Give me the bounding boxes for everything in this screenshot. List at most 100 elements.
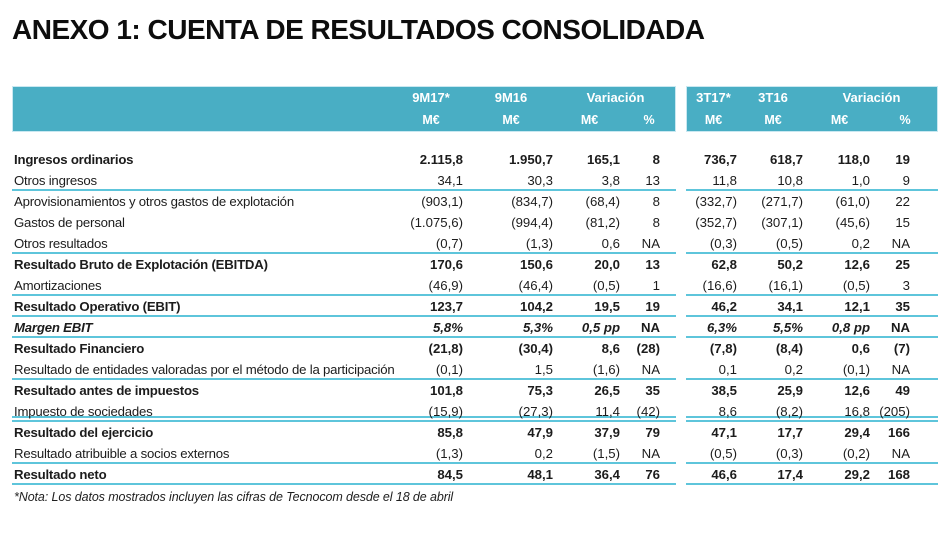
consolidated-income-table: 9M17* 9M16 Variación M€ M€ M€ % 3T17* 3T…: [12, 86, 938, 485]
cell-9m16-me: (834,7): [511, 194, 553, 209]
cell-9m17-me: (1.075,6): [410, 215, 463, 230]
header-group-9m: 9M17* 9M16 Variación M€ M€ M€ %: [12, 86, 676, 132]
cell-3t17-me: (0,5): [686, 443, 740, 464]
cell-3t16-me: (307,1): [761, 215, 803, 230]
cell-9m16-me: 1,5: [467, 359, 557, 380]
cell-3t16-me: 10,8: [740, 170, 806, 191]
cell-3t16-me: 5,5%: [740, 317, 806, 338]
cell-variacion-q-me: 1,0: [806, 170, 873, 191]
cell-variacion-q-pct: NA: [873, 443, 938, 464]
table-row: Resultado Financiero (21,8) (30,4) 8,6 (28) (…: [12, 338, 938, 359]
cell-variacion-me: 26,5: [594, 383, 620, 398]
cell-variacion-pct: NA: [624, 233, 676, 254]
cell-variacion-me: 20,0: [594, 257, 620, 272]
page-title: ANEXO 1: CUENTA DE RESULTADOS CONSOLIDAD…: [12, 14, 705, 45]
cell-3t17-me: 6,3%: [686, 317, 740, 338]
cell-variacion-me: 0,5 pp: [557, 317, 624, 338]
cell-variacion-q-pct: NA: [873, 359, 938, 380]
cell-3t16-me: (271,7): [761, 194, 803, 209]
cell-9m16-me: 1.950,7: [509, 152, 553, 167]
cell-variacion-pct: 35: [645, 383, 660, 398]
cell-3t16-me: 0,2: [740, 359, 806, 380]
header-unit-me-4: M€: [704, 113, 723, 127]
cell-9m17-me: (0,1): [397, 359, 467, 380]
table-row: Resultado atribuible a socios externos (1…: [12, 443, 938, 464]
row-label: Resultado Bruto de Explotación (EBITDA): [14, 257, 268, 272]
cell-variacion-q-me: (0,5): [806, 275, 873, 296]
group-gap: [676, 338, 686, 359]
row-label: Aprovisionamientos y otros gastos de exp…: [14, 194, 294, 209]
cell-variacion-q-pct: 3: [873, 275, 938, 296]
table-row: Ingresos ordinarios 2.115,8 1.950,7 165,1 8 7…: [12, 149, 938, 170]
cell-9m17-me: 101,8: [429, 383, 463, 398]
cell-3t17-me: 736,7: [703, 152, 737, 167]
table-row: Impuesto de sociedades (15,9) (27,3) 11,4 (4…: [12, 401, 938, 422]
cell-9m16-me: 48,1: [467, 464, 557, 485]
row-label: Resultado de entidades valoradas por el …: [12, 359, 397, 380]
cell-9m16-me: 104,2: [467, 296, 557, 317]
group-gap: [676, 191, 686, 212]
cell-3t16-me: (8,4): [775, 341, 803, 356]
cell-3t17-me: 62,8: [711, 257, 737, 272]
cell-variacion-q-me: 0,2: [806, 233, 873, 254]
header-unit-me-1: M€: [422, 113, 440, 127]
group-gap: [676, 464, 686, 485]
cell-variacion-q-me: 118,0: [837, 152, 870, 167]
cell-variacion-q-pct: 25: [895, 257, 910, 272]
header-label-spacer: [13, 87, 396, 109]
cell-3t16-me: 17,4: [740, 464, 806, 485]
cell-variacion-q-pct: 19: [895, 152, 910, 167]
table-row: Aprovisionamientos y otros gastos de exp…: [12, 191, 938, 212]
group-gap: [676, 233, 686, 254]
cell-variacion-pct: 76: [624, 464, 676, 485]
cell-9m16-me: (30,4): [518, 341, 553, 356]
cell-variacion-me: 8,6: [601, 341, 620, 356]
report-page: ANEXO 1: CUENTA DE RESULTADOS CONSOLIDAD…: [0, 14, 949, 537]
table-row: Resultado antes de impuestos 101,8 75,3 26,…: [12, 380, 938, 401]
table-row: Otros ingresos 34,1 30,3 3,8 13 11,8 10,8 1,0 9: [12, 170, 938, 191]
cell-variacion-pct: NA: [624, 359, 676, 380]
cell-variacion-q-me: 12,6: [844, 257, 870, 272]
cell-variacion-q-pct: 15: [895, 215, 910, 230]
cell-variacion-me: 19,5: [557, 296, 624, 317]
header-unit-pct-right: %: [899, 113, 911, 127]
cell-3t16-me: 50,2: [777, 257, 803, 272]
cell-variacion-q-me: (45,6): [835, 215, 870, 230]
cell-variacion-q-me: (0,2): [806, 443, 873, 464]
table-row: Margen EBIT 5,8% 5,3% 0,5 pp NA 6,3% 5,5% 0,8 p…: [12, 317, 938, 338]
cell-3t17-me: (0,3): [686, 233, 740, 254]
cell-variacion-pct: (28): [636, 341, 660, 356]
cell-variacion-pct: 1: [624, 275, 676, 296]
header-unit-me-5: M€: [764, 113, 782, 127]
header-variacion-right: Variación: [842, 90, 901, 105]
group-gap: [676, 422, 686, 443]
header-label-spacer-2: [13, 109, 396, 131]
cell-variacion-q-me: (0,1): [806, 359, 873, 380]
cell-3t17-me: (352,7): [695, 215, 737, 230]
table-row: Gastos de personal (1.075,6) (994,4) (81,2)…: [12, 212, 938, 233]
header-9m16: 9M16: [494, 90, 528, 105]
cell-variacion-pct: 13: [645, 257, 660, 272]
cell-variacion-q-pct: 35: [873, 296, 938, 317]
header-group-gap: [676, 86, 686, 132]
cell-variacion-me: 36,4: [557, 464, 624, 485]
header-unit-pct-left: %: [643, 113, 655, 127]
header-unit-me-3: M€: [580, 113, 599, 127]
table-row: Otros resultados (0,7) (1,3) 0,6 NA (0,3) (0,5…: [12, 233, 938, 254]
footnote: *Nota: Los datos mostrados incluyen las …: [14, 490, 454, 504]
cell-variacion-pct: NA: [624, 443, 676, 464]
cell-variacion-me: (0,5): [557, 275, 624, 296]
cell-3t16-me: 34,1: [740, 296, 806, 317]
cell-variacion-q-pct: 49: [895, 383, 910, 398]
cell-9m17-me: (0,7): [397, 233, 467, 254]
group-gap: [676, 254, 686, 275]
group-gap: [676, 212, 686, 233]
cell-variacion-me: 37,9: [594, 425, 620, 440]
header-group-3t: 3T17* 3T16 Variación M€ M€ M€ %: [686, 86, 938, 132]
cell-9m17-me: 170,6: [429, 257, 463, 272]
header-unit-me-6: M€: [830, 113, 849, 127]
cell-variacion-q-me: 29,4: [844, 425, 870, 440]
cell-9m16-me: 75,3: [527, 383, 553, 398]
cell-9m16-me: (46,4): [467, 275, 557, 296]
cell-9m17-me: (1,3): [397, 443, 467, 464]
